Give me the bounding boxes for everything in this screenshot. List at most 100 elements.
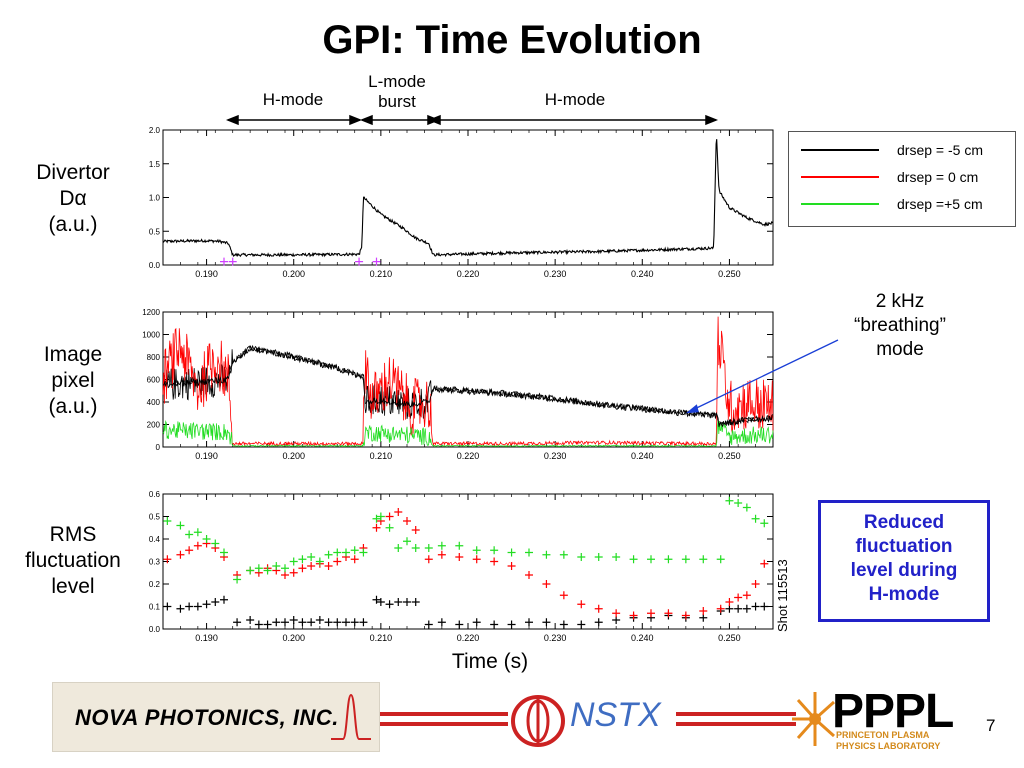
data-point-drsep-plus5 — [350, 546, 359, 555]
data-point-drsep-minus5 — [385, 600, 394, 609]
x-tick-label: 0.230 — [544, 269, 567, 279]
data-point-drsep-minus5 — [376, 598, 385, 606]
phase-label-h-mode-2: H-mode — [544, 90, 606, 109]
data-point-drsep-minus5 — [254, 620, 263, 629]
y-tick-label: 0.5 — [149, 513, 161, 522]
x-tick-label: 0.190 — [195, 633, 218, 643]
data-point-drsep-0 — [193, 541, 202, 550]
data-point-drsep-0 — [716, 604, 725, 613]
data-point-drsep-0 — [385, 512, 394, 521]
data-point-drsep-0 — [647, 609, 655, 618]
data-point-drsep-0 — [176, 550, 185, 559]
data-point-drsep-plus5 — [233, 575, 242, 584]
x-tick-label: 0.190 — [195, 269, 218, 279]
data-point-drsep-plus5 — [577, 553, 586, 561]
data-point-drsep-plus5 — [525, 548, 533, 557]
data-point-drsep-plus5 — [716, 555, 725, 564]
data-point-drsep-plus5 — [246, 566, 255, 575]
data-point-drsep-0 — [699, 607, 708, 615]
data-point-drsep-plus5 — [751, 514, 760, 523]
breathing-arrowhead — [685, 404, 699, 414]
x-tick-label: 0.190 — [195, 451, 218, 461]
data-point-drsep-0 — [725, 598, 734, 606]
data-point-drsep-0 — [333, 557, 342, 566]
x-tick-label: 0.220 — [457, 451, 480, 461]
pulse-icon — [331, 693, 371, 740]
data-point-drsep-minus5 — [734, 604, 743, 613]
data-point-drsep-0 — [760, 559, 769, 568]
y-tick-label: 800 — [147, 353, 161, 362]
series-line-drsep-0 — [162, 316, 774, 447]
data-point-drsep-plus5 — [411, 544, 420, 552]
data-point-drsep-0 — [542, 580, 551, 588]
data-point-drsep-0 — [525, 571, 533, 579]
timing-marker — [220, 257, 228, 266]
data-point-drsep-minus5 — [202, 600, 211, 609]
nova-photonics-logo: NOVA PHOTONICS, INC. — [52, 682, 380, 752]
data-point-drsep-plus5 — [272, 562, 281, 570]
data-point-drsep-plus5 — [333, 548, 342, 557]
y-tick-label: 1200 — [142, 308, 160, 317]
chart-legend: drsep = -5 cm drsep = 0 cm drsep =+5 cm — [788, 131, 1016, 227]
x-axis-title: Time (s) — [451, 650, 529, 673]
data-point-drsep-plus5 — [359, 548, 368, 557]
y-tick-label: 2.0 — [149, 126, 161, 135]
data-point-drsep-plus5 — [220, 548, 228, 557]
panel-label-rms: RMS fluctuation level — [25, 523, 121, 598]
y-tick-label: 0.6 — [149, 490, 161, 499]
data-point-drsep-plus5 — [176, 521, 185, 530]
y-tick-label: 0.3 — [149, 558, 161, 567]
data-point-drsep-0 — [629, 611, 638, 620]
data-point-drsep-minus5 — [342, 618, 350, 627]
data-point-drsep-minus5 — [490, 620, 499, 629]
data-point-drsep-0 — [424, 555, 433, 564]
data-point-drsep-minus5 — [559, 620, 568, 629]
data-point-drsep-minus5 — [246, 616, 255, 624]
nstx-logo: NSTX — [508, 690, 674, 750]
data-point-drsep-minus5 — [220, 595, 228, 604]
data-point-drsep-minus5 — [542, 618, 551, 627]
breathing-arrow — [691, 339, 839, 411]
x-tick-label: 0.210 — [370, 633, 393, 643]
legend-label: drsep = -5 cm — [897, 142, 983, 158]
series-line-drsep-plus5 — [162, 420, 774, 448]
pppl-logo: PPPL PRINCETON PLASMA PHYSICS LABORATORY — [790, 684, 960, 756]
data-point-drsep-minus5 — [163, 602, 172, 611]
data-point-drsep-0 — [490, 557, 499, 566]
y-tick-label: 0 — [156, 443, 161, 452]
data-point-drsep-plus5 — [385, 523, 394, 532]
pppl-logo-text: PPPL — [832, 685, 954, 738]
timing-marker — [355, 257, 364, 266]
data-point-drsep-plus5 — [699, 555, 708, 564]
x-tick-label: 0.210 — [370, 269, 393, 279]
data-point-drsep-minus5 — [333, 618, 342, 627]
data-point-drsep-minus5 — [350, 618, 359, 627]
data-point-drsep-plus5 — [163, 517, 172, 525]
phase-label-h-mode-1: H-mode — [262, 90, 324, 109]
y-tick-label: 1000 — [142, 331, 160, 340]
data-point-drsep-minus5 — [281, 618, 289, 627]
x-tick-label: 0.230 — [544, 633, 567, 643]
data-point-drsep-0 — [472, 555, 481, 564]
x-tick-label: 0.200 — [282, 269, 305, 279]
panel-label-image-pixel: Image pixel (a.u.) — [43, 343, 103, 418]
y-tick-label: 0.2 — [149, 580, 161, 589]
footer-rule-left-2 — [380, 722, 508, 726]
data-point-drsep-plus5 — [315, 557, 324, 566]
y-tick-label: 1.0 — [149, 194, 161, 203]
data-point-drsep-minus5 — [185, 602, 194, 611]
legend-swatch-green — [801, 203, 879, 205]
phase-label-l-mode-burst: L-mode burst — [368, 72, 426, 111]
data-point-drsep-plus5 — [647, 555, 655, 564]
data-point-drsep-minus5 — [437, 618, 446, 627]
data-point-drsep-plus5 — [734, 499, 743, 507]
data-point-drsep-minus5 — [472, 618, 481, 627]
data-point-drsep-0 — [350, 555, 359, 564]
data-point-drsep-plus5 — [612, 553, 621, 561]
data-point-drsep-plus5 — [263, 566, 272, 575]
pppl-logo-subtitle: PRINCETON PLASMA PHYSICS LABORATORY — [836, 730, 941, 751]
data-point-drsep-minus5 — [324, 618, 333, 627]
x-tick-label: 0.230 — [544, 451, 567, 461]
y-tick-label: 0.5 — [149, 227, 161, 236]
